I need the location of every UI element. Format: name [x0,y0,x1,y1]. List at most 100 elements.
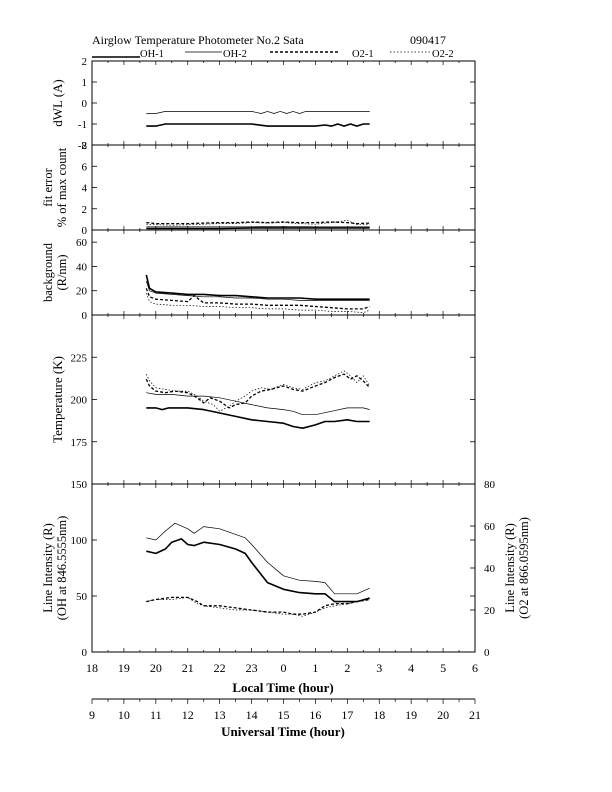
chart-date: 090417 [410,33,446,47]
y-axis-label-2: (R/nm) [55,254,69,290]
y-axis-label: dWL (A) [50,79,65,127]
local-time-tick-label: 3 [376,661,382,675]
y-tick-label: 200 [71,395,88,407]
series-line-o2-1 [146,596,370,615]
chart-title: Airglow Temperature Photometer No.2 Sata [92,33,304,47]
y-right-tick-label: 20 [484,605,496,617]
y-right-axis-label-2: (O2 at 866.0595nm) [517,517,531,619]
panel-frame [91,144,476,231]
y-right-tick-label: 40 [484,563,496,575]
local-time-tick-label: 1 [312,661,318,675]
universal-time-tick-label: 12 [182,708,194,722]
panel-temperature: 175 200 225 Temperature (K) [50,314,476,485]
series-line-oh-1 [146,123,370,127]
local-time-label: Local Time (hour) [232,680,333,695]
legend-label-o2-1: O2-1 [352,49,374,60]
series-line-o2-2 [146,597,370,617]
series-line-oh-1 [145,274,370,301]
local-time-tick-label: 4 [408,661,414,675]
y-tick-label: 0 [82,225,88,237]
series-line-o2-2 [146,220,370,226]
series-line-oh-2 [146,392,370,416]
legend-label-oh-1: OH-1 [140,49,164,60]
y-tick-label: 0 [82,98,88,110]
y-tick-label: 2 [82,204,88,216]
local-time-tick-label: 18 [86,661,98,675]
universal-time-tick-label: 9 [89,708,95,722]
chart-header: Airglow Temperature Photometer No.2 Sata… [92,33,446,47]
series-line-oh-2 [145,280,370,301]
y-tick-label: -2 [78,140,87,152]
y-tick-label: 50 [76,591,88,603]
universal-time-tick-label: 11 [150,708,162,722]
y-axis-label-2: (OH at 846.5555nm) [55,516,69,621]
universal-time-tick-label: 15 [278,708,290,722]
local-time-tick-label: 20 [150,661,162,675]
panel-frame [91,483,476,653]
local-time-tick-label: 21 [182,661,194,675]
y-tick-label: 8 [82,140,88,152]
y-tick-label: 0 [82,647,88,659]
panel-frame [91,60,476,146]
y-tick-label: 175 [71,437,88,449]
universal-time-tick-label: 17 [341,708,353,722]
universal-time-tick-label: 13 [214,708,226,722]
series-line-oh-1 [146,227,370,230]
y-tick-label: 60 [76,237,88,249]
y-right-tick-label: 80 [484,479,496,491]
universal-time-axis: Universal Time (hour) 9 10 11 12 13 14 15 16 17 1… [89,698,481,739]
series-line-oh-1 [146,538,370,603]
local-time-axis: Local Time (hour) 18 19 20 21 22 23 0 1 2 3 4 5 6 [86,661,478,695]
local-time-tick-label: 22 [214,661,226,675]
local-time-tick-label: 19 [118,661,130,675]
universal-time-tick-label: 19 [405,708,417,722]
y-axis-label-2: % of max count [55,147,69,227]
universal-time-label: Universal Time (hour) [221,724,345,739]
legend-label-oh-2: OH-2 [223,49,247,60]
legend: OH-1 OH-2 O2-1 O2-2 [92,49,454,60]
y-axis-label: Line Intensity (R) [41,523,55,613]
panel-dwl: -2 -1 0 1 2 dWL (A) [50,56,476,152]
universal-time-tick-label: 10 [118,708,130,722]
series-line-oh-2 [146,225,370,228]
y-tick-label: 100 [71,535,88,547]
y-tick-label: 4 [82,183,88,195]
local-time-tick-label: 6 [472,661,478,675]
y-tick-label: 1 [82,77,88,89]
panel-background: 0 20 40 60 background (R/nm) [41,229,476,322]
y-right-tick-label: 0 [484,647,490,659]
y-tick-label: 2 [82,56,88,68]
panel-fit-error: 0 2 4 6 8 fit error% of max count [41,140,476,237]
universal-time-tick-label: 14 [246,708,258,722]
y-tick-label: 40 [76,261,88,273]
local-time-tick-label: 5 [440,661,446,675]
legend-label-o2-2: O2-2 [432,49,454,60]
y-tick-label: 6 [82,161,88,173]
series-line-o2-2 [145,370,370,412]
y-tick-label: 150 [71,479,88,491]
y-axis-label: background [41,242,55,302]
panel-frame [91,314,476,485]
local-time-tick-label: 23 [246,661,258,675]
y-axis-label: fit error [41,167,55,206]
panels-layer: -2 -1 0 1 2 dWL (A) 0 2 4 6 8 fit error% of max cou… [41,56,531,659]
y-right-tick-label: 60 [484,521,496,533]
universal-time-tick-label: 16 [309,708,321,722]
y-tick-label: -1 [78,119,87,131]
series-line-o2-2 [145,292,370,313]
y-tick-label: 20 [76,286,88,298]
y-tick-label: 0 [82,310,88,322]
universal-time-tick-label: 20 [437,708,449,722]
series-line-oh-2 [146,111,370,114]
local-time-tick-label: 2 [344,661,350,675]
universal-time-tick-label: 18 [373,708,385,722]
y-tick-label: 225 [71,352,88,364]
universal-time-tick-label: 21 [469,708,481,722]
y-right-axis-label: Line Intensity (R) [503,523,517,613]
panel-frame [91,229,476,316]
series-line-oh-1 [146,407,370,430]
series-line-o2-1 [146,221,370,225]
local-time-tick-label: 0 [281,661,287,675]
